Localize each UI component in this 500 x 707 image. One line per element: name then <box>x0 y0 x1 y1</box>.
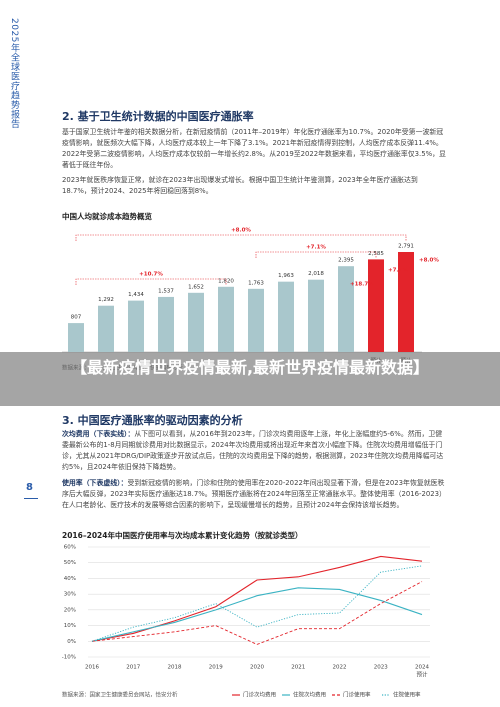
x-tick-label: 2024 <box>415 665 429 671</box>
bar <box>68 323 84 352</box>
data-label: 1,292 <box>98 297 114 303</box>
x-tick-label: 2023 <box>374 665 388 671</box>
banner: 【最新疫情世界疫情最新,最新世界疫情最新数据】 <box>0 352 500 406</box>
x-tick-label: 2019 <box>209 665 223 671</box>
paragraph: 基于国家卫生统计年鉴的相关数据分析，在新冠疫情前（2011年–2019年）年化医… <box>62 128 446 169</box>
page-number: 8 <box>26 482 33 493</box>
x-tick-label: 2022 <box>333 665 347 671</box>
section-heading: 3. 中国医疗通胀率的驱动因素的分析 <box>62 414 243 427</box>
line-chart: 60% 50% 40% 30% 20% 10% 0% -10% 2016 2017 2018 2019… <box>62 545 430 699</box>
legend-label: 门诊使用率 <box>343 691 371 699</box>
bar <box>398 252 414 352</box>
bar <box>188 292 204 352</box>
y-tick-label: 30% <box>64 592 76 598</box>
bar <box>98 305 114 352</box>
paragraph-lead: 次均费用（下表实线）： <box>62 430 135 438</box>
series-line <box>91 555 423 642</box>
data-label: 1,537 <box>158 288 174 294</box>
bar <box>128 300 144 352</box>
x-tick-label: 2017 <box>126 665 140 671</box>
paragraph-text: 受到新冠疫情的影响，门诊和住院的使用率在2020-2022年间出现显著下滑，但是… <box>62 479 446 509</box>
annotation: +7.9% <box>388 268 408 274</box>
bar <box>218 286 234 352</box>
x-tick-label: 2021 <box>291 665 305 671</box>
paragraph: 次均费用（下表实线）：从下图可以看到，从2016年到2023年，门诊次均费用逐年… <box>62 429 446 473</box>
paragraph-text: 从下图可以看到，从2016年到2023年，门诊次均费用逐年上涨，年化上涨幅度约5… <box>62 430 444 471</box>
annotation: +18.7% <box>350 282 374 288</box>
bar <box>308 279 324 352</box>
legend-label: 住院使用率 <box>393 691 421 699</box>
bar <box>278 281 294 352</box>
x-tick-label: 2020 <box>250 665 264 671</box>
y-tick-label: 10% <box>64 623 76 629</box>
x-tick-sublabel: 预计 <box>416 671 428 679</box>
y-tick-label: 40% <box>64 576 76 582</box>
annotation: +8.0% <box>231 228 251 234</box>
data-label: 1,652 <box>188 284 204 290</box>
y-tick-label: 50% <box>64 560 76 566</box>
bar <box>248 288 264 352</box>
bar <box>368 259 384 352</box>
bar <box>338 266 354 352</box>
data-label: 2,791 <box>398 244 414 250</box>
x-tick-label: 2016 <box>85 665 99 671</box>
paragraph: 2023年就医秩序恢复正常，就诊在2023年出现爆发式增长。根据中国卫生统计年鉴… <box>62 176 418 195</box>
series-line <box>91 581 423 645</box>
series-line <box>91 587 423 642</box>
data-label: 1,963 <box>278 273 294 279</box>
annotation: +8.0% <box>419 258 439 264</box>
annotation-bracket <box>75 234 407 241</box>
bar <box>158 296 174 352</box>
x-tick-label: 2018 <box>168 665 182 671</box>
paragraph-lead: 使用率（下表虚线）： <box>62 479 128 487</box>
legend-label: 门诊次均费用 <box>243 691 276 699</box>
paragraph: 使用率（下表虚线）：受到新冠疫情的影响，门诊和住院的使用率在2020-2022年… <box>62 478 446 511</box>
annotation-bracket <box>75 278 227 285</box>
annotation: +7.1% <box>306 245 326 251</box>
chart-source: 数据来源：国家卫生健康委员会网站，恰安分析 <box>62 691 178 699</box>
chart-title: 中国人均就诊成本趋势概览 <box>62 212 152 221</box>
data-label: 2,395 <box>338 258 354 264</box>
series-line <box>91 565 423 642</box>
y-tick-label: 60% <box>64 545 76 551</box>
y-tick-label: 0% <box>67 639 76 645</box>
y-tick-label: 20% <box>64 607 76 613</box>
data-label: 1,763 <box>248 280 264 286</box>
page-number-rule <box>24 498 38 499</box>
data-label: 807 <box>71 315 82 321</box>
chart-title: 2016–2024年中国医疗使用率与次均成本累计变化趋势（按就诊类型） <box>62 531 303 540</box>
data-label: 2,018 <box>308 271 324 277</box>
y-tick-label: -10% <box>62 655 76 661</box>
data-label: 1,434 <box>128 292 144 298</box>
section-heading: 2. 基于卫生统计数据的中国医疗通胀率 <box>62 110 254 123</box>
annotation: +10.7% <box>139 272 163 278</box>
report-title: 2025年全球医疗趋势报告 <box>9 18 19 129</box>
legend-label: 住院次均费用 <box>293 691 326 699</box>
annotation-bracket <box>255 251 377 258</box>
